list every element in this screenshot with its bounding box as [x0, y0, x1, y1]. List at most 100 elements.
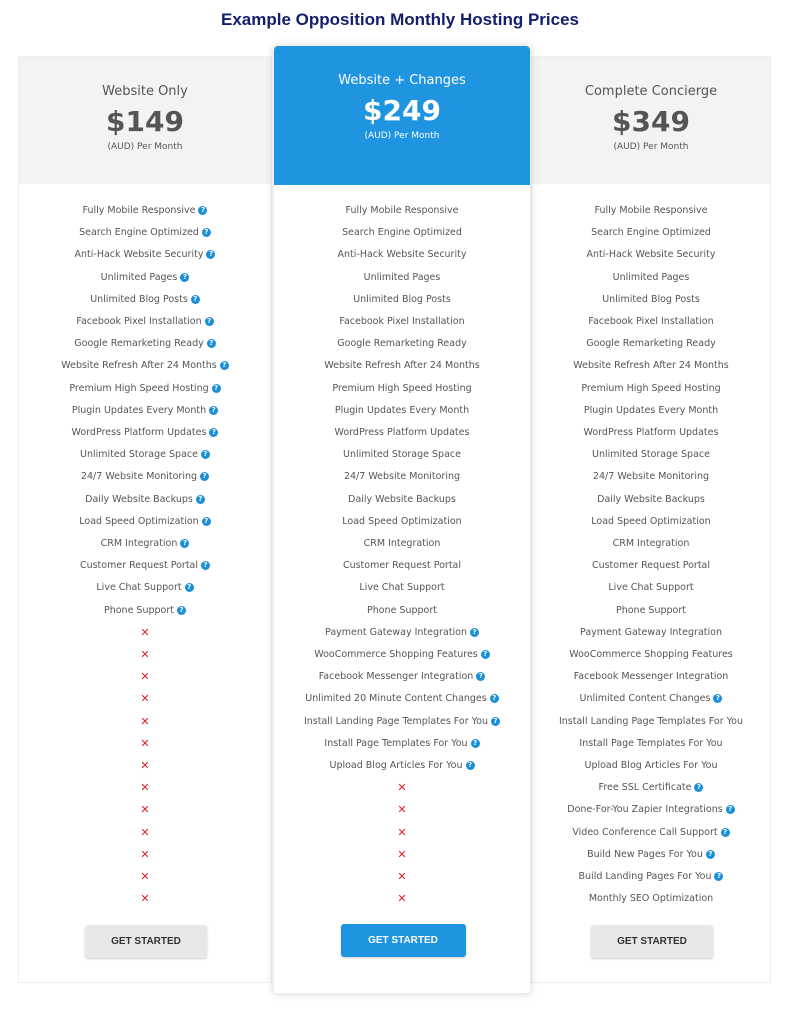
feature-row: Phone Support [532, 600, 770, 622]
help-icon[interactable]: ? [204, 317, 214, 326]
help-icon[interactable]: ? [200, 472, 210, 482]
feature-text: Load Speed Optimization [79, 515, 199, 527]
feature-row: Premium High Speed Hosting? [19, 378, 271, 400]
feature-text: Monthly SEO Optimization [588, 893, 714, 905]
help-icon[interactable]: ? [720, 827, 730, 837]
help-icon[interactable]: ? [470, 738, 480, 748]
help-icon[interactable]: ? [219, 361, 229, 371]
help-icon[interactable]: ? [705, 849, 715, 859]
help-icon[interactable]: ? [200, 450, 210, 460]
feature-row: ✕ [19, 755, 271, 777]
help-icon[interactable]: ? [476, 672, 486, 682]
feature-text: 24/7 Website Monitoring [80, 471, 198, 483]
feature-row: Unlimited Pages? [19, 267, 271, 289]
feature-row: WordPress Platform Updates [274, 422, 530, 444]
help-icon[interactable]: ? [211, 383, 221, 393]
feature-text: 24/7 Website Monitoring [343, 471, 461, 483]
help-icon[interactable]: ? [198, 206, 208, 215]
feature-row: Unlimited Storage Space [532, 444, 770, 466]
help-icon[interactable]: ? [195, 494, 205, 504]
help-icon[interactable]: ? [201, 228, 211, 238]
feature-row: Plugin Updates Every Month? [19, 400, 271, 422]
help-icon[interactable]: ? [184, 583, 194, 593]
feature-text: Upload Blog Articles For You [584, 760, 718, 771]
feature-row: Live Chat Support [532, 577, 770, 599]
not-included-icon: ✕ [140, 825, 150, 839]
plan-header: Website + Changes $249 (AUD) Per Month [274, 46, 530, 185]
feature-row: Website Refresh After 24 Months? [19, 355, 271, 377]
not-included-icon: ✕ [140, 759, 150, 772]
get-started-button[interactable]: GET STARTED [85, 925, 207, 958]
help-icon[interactable]: ? [713, 694, 723, 704]
not-included-icon: ✕ [397, 892, 407, 906]
help-icon[interactable]: ? [714, 872, 724, 881]
feature-text: Daily Website Backups [85, 493, 193, 505]
feature-row: Build Landing Pages For You? [532, 866, 770, 888]
help-icon[interactable]: ? [201, 561, 211, 571]
get-started-button[interactable]: GET STARTED [591, 925, 713, 958]
not-included-icon: ✕ [397, 803, 407, 817]
help-icon[interactable]: ? [491, 716, 501, 726]
feature-row: Unlimited Blog Posts? [19, 289, 271, 311]
help-icon[interactable]: ? [180, 272, 190, 282]
feature-row: Daily Website Backups [274, 489, 530, 511]
feature-row: Load Speed Optimization [274, 511, 530, 533]
feature-text: Build Landing Pages For You [578, 871, 712, 882]
help-icon[interactable]: ? [177, 605, 186, 615]
feature-row: Facebook Pixel Installation [532, 311, 770, 333]
feature-text: Search Engine Optimized [591, 227, 711, 239]
feature-text: Fully Mobile Responsive [594, 205, 708, 216]
help-icon[interactable]: ? [180, 539, 190, 548]
feature-row: Unlimited Blog Posts [532, 289, 770, 311]
feature-text: WooCommerce Shopping Features [314, 649, 478, 660]
feature-row: ✕ [19, 888, 271, 910]
help-icon[interactable]: ? [209, 428, 219, 437]
help-icon[interactable]: ? [725, 805, 735, 815]
help-icon[interactable]: ? [465, 761, 475, 770]
feature-row: 24/7 Website Monitoring [532, 466, 770, 488]
feature-row: Install Landing Page Templates For You? [274, 711, 530, 733]
feature-row: ✕ [274, 866, 530, 888]
help-icon[interactable]: ? [206, 339, 216, 349]
not-included-icon: ✕ [140, 892, 150, 906]
feature-text: Unlimited Pages [612, 271, 690, 283]
help-icon[interactable]: ? [209, 405, 219, 415]
feature-row: Daily Website Backups? [19, 489, 271, 511]
get-started-button[interactable]: GET STARTED [340, 924, 466, 957]
feature-row: Anti-Hack Website Security [274, 244, 530, 266]
help-icon[interactable]: ? [190, 294, 200, 304]
feature-text: Daily Website Backups [597, 493, 705, 505]
feature-row: Unlimited 20 Minute Content Changes? [274, 688, 530, 710]
feature-text: Phone Support [103, 604, 174, 616]
not-included-icon: ✕ [140, 736, 150, 750]
feature-text: CRM Integration [100, 538, 178, 549]
feature-row: Facebook Pixel Installation? [19, 311, 271, 333]
help-icon[interactable]: ? [480, 650, 490, 659]
not-included-icon: ✕ [397, 870, 407, 883]
plan-period: (AUD) Per Month [107, 142, 183, 152]
help-icon[interactable]: ? [694, 783, 704, 793]
help-icon[interactable]: ? [469, 627, 479, 637]
feature-row: Premium High Speed Hosting [274, 378, 530, 400]
feature-text: Facebook Messenger Integration [318, 671, 474, 683]
feature-row: ✕ [19, 622, 271, 644]
help-icon[interactable]: ? [201, 516, 211, 526]
feature-row: ✕ [19, 688, 271, 710]
feature-text: Anti-Hack Website Security [74, 249, 204, 261]
feature-text: Premium High Speed Hosting [332, 382, 472, 394]
help-icon[interactable]: ? [489, 694, 499, 704]
feature-text: Unlimited 20 Minute Content Changes [305, 693, 487, 705]
help-icon[interactable]: ? [206, 250, 216, 260]
feature-row: Payment Gateway Integration [532, 622, 770, 644]
feature-text: Facebook Pixel Installation [76, 316, 202, 327]
feature-row: Build New Pages For You? [532, 844, 770, 866]
feature-row: ✕ [19, 666, 271, 688]
feature-row: CRM Integration? [19, 533, 271, 555]
not-included-icon: ✕ [140, 714, 150, 728]
feature-row: ✕ [274, 822, 530, 844]
feature-text: Install Landing Page Templates For You [558, 715, 744, 727]
feature-row: Fully Mobile Responsive [532, 200, 770, 222]
feature-text: Plugin Updates Every Month [71, 404, 207, 416]
feature-text: Install Landing Page Templates For You [303, 715, 489, 727]
